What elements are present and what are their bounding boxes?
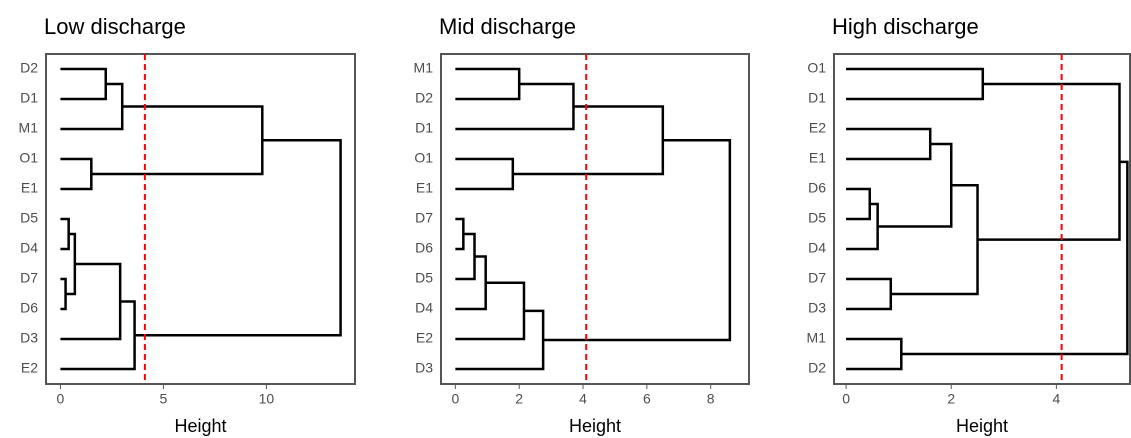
merge-link (543, 139, 732, 342)
merge-link (455, 281, 526, 341)
leaf-label: D4 (20, 240, 38, 256)
merge-link (60, 217, 70, 251)
merge-link (455, 232, 476, 281)
x-tick-label: 0 (57, 391, 65, 407)
x-tick-label: 8 (707, 391, 715, 407)
merge-link (846, 67, 985, 101)
merge-link (512, 105, 665, 176)
merge-link (846, 277, 893, 311)
panel-frame (440, 53, 750, 385)
leaf-label: E1 (809, 150, 826, 166)
merge-link (65, 232, 77, 296)
leaf-label: D6 (20, 300, 38, 316)
leaf-label: D5 (808, 210, 826, 226)
leaf-label: D2 (808, 360, 826, 376)
leaf-label: O1 (19, 150, 38, 166)
leaf-label: D3 (20, 330, 38, 346)
leaf-label: D7 (808, 270, 826, 286)
panel-frame (833, 53, 1131, 385)
merge-link (455, 67, 521, 101)
x-axis-label: Height (956, 416, 1008, 436)
leaf-label: D5 (415, 270, 433, 286)
leaf-label: E2 (416, 330, 433, 346)
x-tick-label: 4 (579, 391, 587, 407)
leaf-label: D3 (415, 360, 433, 376)
leaf-label: D6 (808, 180, 826, 196)
leaf-label: D1 (415, 120, 433, 136)
merge-link (60, 82, 124, 131)
leaf-label: M1 (807, 330, 827, 346)
merge-link (846, 202, 879, 251)
x-tick-label: 0 (842, 391, 850, 407)
x-tick-label: 5 (160, 391, 168, 407)
merge-link (846, 127, 932, 161)
merge-link (60, 277, 67, 311)
panel-frame (45, 53, 356, 385)
merge-link (877, 142, 953, 228)
leaf-label: D4 (808, 240, 826, 256)
leaf-label: D5 (20, 210, 38, 226)
leaf-label: E2 (809, 120, 826, 136)
leaf-label: D3 (808, 300, 826, 316)
leaf-label: M1 (19, 120, 39, 136)
leaf-label: D6 (415, 240, 433, 256)
leaf-label: D2 (415, 90, 433, 106)
panel-title: Low discharge (44, 14, 186, 39)
merge-link (455, 217, 465, 251)
x-tick-label: 4 (1052, 391, 1060, 407)
x-tick-label: 0 (451, 391, 459, 407)
leaf-label: E2 (21, 360, 38, 376)
leaf-label: D4 (415, 300, 433, 316)
merge-link (60, 300, 136, 371)
leaf-label: D1 (20, 90, 38, 106)
merge-link (91, 105, 264, 176)
panel-title: High discharge (832, 14, 979, 39)
leaf-label: E1 (21, 180, 38, 196)
x-tick-label: 6 (643, 391, 651, 407)
x-axis-label: Height (174, 416, 226, 436)
panel-title: Mid discharge (439, 14, 576, 39)
merge-link (134, 139, 342, 337)
x-axis-label: Height (569, 416, 621, 436)
merge-link (60, 262, 122, 341)
merge-link (60, 67, 107, 101)
merge-link (890, 184, 979, 296)
merge-link (846, 337, 903, 371)
leaf-label: D2 (20, 60, 38, 76)
merge-link (901, 160, 1129, 356)
merge-link (846, 187, 872, 221)
leaf-label: M1 (414, 60, 434, 76)
merge-link (977, 82, 1121, 241)
leaf-label: O1 (807, 60, 826, 76)
x-tick-label: 10 (259, 391, 275, 407)
merge-link (455, 255, 487, 311)
merge-link (60, 157, 93, 191)
leaf-label: D1 (808, 90, 826, 106)
merge-link (455, 82, 575, 131)
leaf-label: E1 (416, 180, 433, 196)
leaf-label: D7 (20, 270, 38, 286)
x-tick-label: 2 (515, 391, 523, 407)
leaf-label: O1 (414, 150, 433, 166)
leaf-label: D7 (415, 210, 433, 226)
x-tick-label: 2 (947, 391, 955, 407)
merge-link (455, 157, 515, 191)
